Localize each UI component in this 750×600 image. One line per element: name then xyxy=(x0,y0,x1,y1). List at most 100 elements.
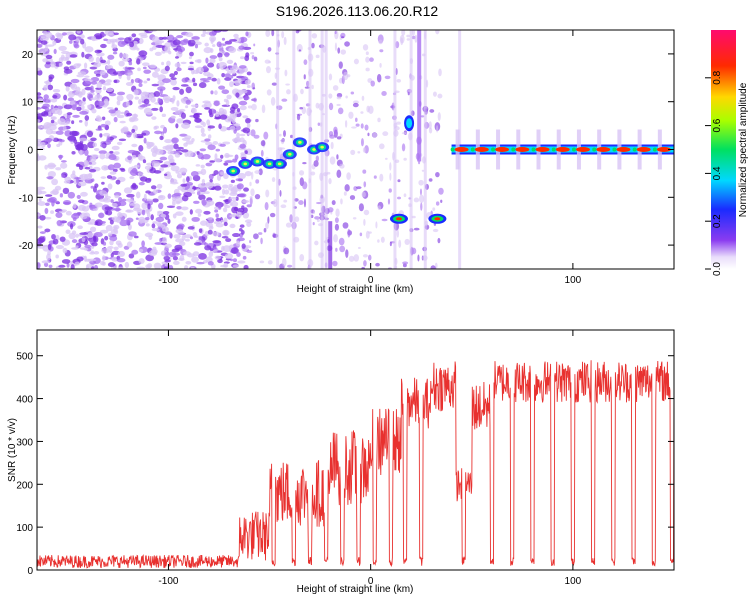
noise-dot xyxy=(179,39,189,45)
noise-dot xyxy=(185,86,192,94)
noise-dot xyxy=(428,127,433,134)
noise-dot xyxy=(84,75,90,78)
noise-dot xyxy=(381,218,388,222)
noise-dot xyxy=(367,132,370,137)
noise-dot xyxy=(79,232,89,236)
noise-dot xyxy=(191,36,200,40)
noise-dot xyxy=(361,191,366,198)
noise-dot xyxy=(148,250,158,257)
noise-dot xyxy=(365,67,370,72)
noise-dot xyxy=(162,211,170,215)
noise-dot xyxy=(69,223,74,230)
noise-dot xyxy=(267,216,270,224)
noise-dot xyxy=(38,197,42,202)
noise-dot xyxy=(169,73,176,78)
noise-dot xyxy=(95,117,103,122)
noise-dot xyxy=(218,56,223,62)
noise-dot xyxy=(84,166,91,170)
noise-dot xyxy=(102,241,107,246)
noise-dot xyxy=(48,196,57,203)
streak xyxy=(393,30,397,269)
noise-dot xyxy=(100,43,107,49)
noise-dot xyxy=(88,56,94,62)
noise-dot xyxy=(78,165,84,171)
noise-dot xyxy=(129,203,136,207)
noise-dot xyxy=(90,185,95,189)
noise-dot xyxy=(402,261,409,265)
noise-dot xyxy=(353,254,360,262)
noise-dot xyxy=(352,100,359,104)
noise-dot xyxy=(176,50,183,58)
x-tick-label: -100 xyxy=(158,275,178,286)
noise-dot xyxy=(235,240,241,247)
noise-dot xyxy=(104,30,113,36)
noise-dot xyxy=(47,170,56,178)
noise-dot xyxy=(336,154,339,160)
noise-dot xyxy=(169,181,179,185)
noise-dot xyxy=(224,40,233,45)
noise-dot xyxy=(138,145,144,152)
noise-dot xyxy=(201,133,206,137)
noise-dot xyxy=(226,94,232,100)
noise-dot xyxy=(315,155,320,162)
carrier-pulse xyxy=(656,147,671,152)
noise-dot xyxy=(403,157,407,161)
noise-dot xyxy=(71,239,78,244)
noise-dot xyxy=(222,188,226,195)
track-peak xyxy=(243,162,248,166)
noise-dot xyxy=(167,193,172,199)
noise-dot xyxy=(220,154,224,159)
noise-dot xyxy=(242,255,247,260)
streak xyxy=(328,221,333,269)
noise-dot xyxy=(72,203,77,209)
noise-dot xyxy=(80,38,85,45)
noise-dot xyxy=(283,247,290,255)
noise-dot xyxy=(162,236,168,244)
carrier-pulse xyxy=(454,147,469,152)
noise-dot xyxy=(149,47,154,52)
noise-dot xyxy=(241,199,250,203)
noise-dot xyxy=(107,54,115,60)
noise-dot xyxy=(113,79,118,84)
noise-dot xyxy=(202,154,211,160)
noise-dot xyxy=(80,191,88,197)
colorbar-gradient xyxy=(711,30,736,269)
noise-dot xyxy=(152,221,158,224)
noise-dot xyxy=(189,51,194,57)
noise-dot xyxy=(315,102,320,109)
noise-dot xyxy=(155,40,165,44)
noise-dot xyxy=(61,259,71,264)
noise-dot xyxy=(207,62,215,68)
noise-dot xyxy=(115,216,122,224)
noise-dot xyxy=(299,254,305,262)
noise-dot xyxy=(367,254,372,261)
noise-dot xyxy=(173,234,181,239)
snr-marks xyxy=(37,360,674,569)
noise-dot xyxy=(232,264,240,268)
y-tick-label: 500 xyxy=(16,352,33,363)
noise-dot xyxy=(146,112,153,115)
noise-dot xyxy=(332,260,338,267)
noise-dot xyxy=(52,89,61,93)
noise-dot xyxy=(311,42,315,49)
noise-dot xyxy=(171,137,179,144)
noise-dot xyxy=(138,99,142,105)
noise-dot xyxy=(283,130,286,138)
noise-dot xyxy=(299,107,303,110)
noise-dot xyxy=(157,97,161,104)
noise-dot xyxy=(117,242,123,248)
noise-dot xyxy=(128,231,137,237)
noise-dot xyxy=(89,218,97,225)
noise-dot xyxy=(314,216,320,220)
noise-dot xyxy=(67,97,75,102)
noise-dot xyxy=(363,218,366,226)
noise-dot xyxy=(149,64,157,69)
noise-dot xyxy=(189,209,193,215)
noise-dot xyxy=(181,122,191,129)
noise-dot xyxy=(48,76,53,83)
noise-dot xyxy=(242,127,251,134)
streak xyxy=(423,30,427,269)
noise-dot xyxy=(199,148,207,152)
noise-dot xyxy=(126,133,132,138)
noise-dot xyxy=(136,58,141,65)
